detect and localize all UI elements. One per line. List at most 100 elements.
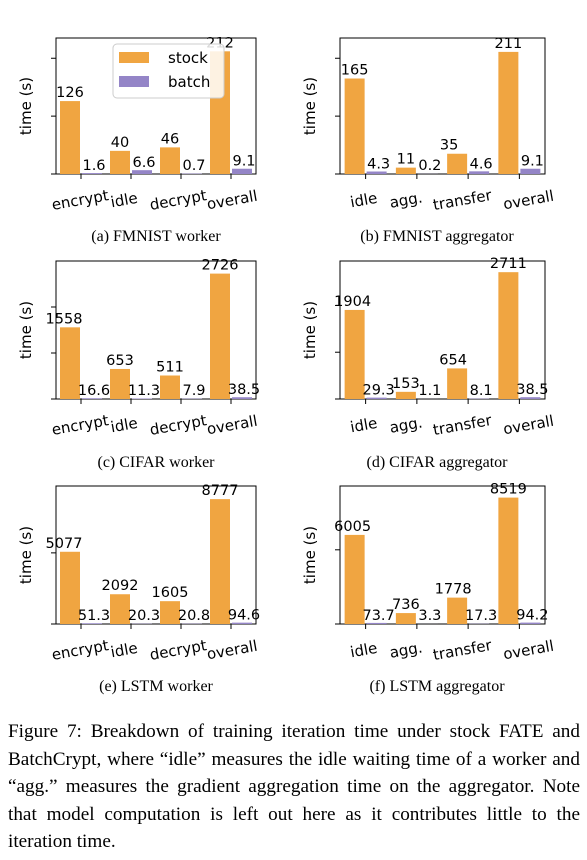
chart-panel-3: time (s) 1558 16.6 encrypt 653 11.3 idle 511 7.9… <box>17 258 260 471</box>
bar-stock-encrypt <box>60 551 80 624</box>
subcaption: (d) CIFAR aggregator <box>367 454 509 471</box>
y-axis-label: time (s) <box>17 77 35 135</box>
plot-frame <box>55 37 257 175</box>
bar-batch-idle <box>366 397 387 399</box>
value-label-stock: 8519 <box>490 482 527 498</box>
bar-stock-transfer <box>447 153 468 174</box>
bar-stock-transfer <box>447 368 468 399</box>
legend-swatch-batch <box>119 76 149 87</box>
value-label-stock: 511 <box>156 359 184 375</box>
category-label: idle <box>349 189 379 211</box>
y-axis-label: time (s) <box>301 301 319 359</box>
value-label-batch: 11.3 <box>128 383 160 399</box>
bar-stock-agg <box>395 613 416 624</box>
value-label-batch: 17.3 <box>465 608 497 624</box>
bar-batch-overall <box>232 622 252 624</box>
bar-stock-transfer <box>447 597 468 624</box>
category-label: overall <box>502 637 555 664</box>
legend: stock batch <box>112 43 225 99</box>
value-label-stock: 2726 <box>202 258 239 274</box>
bar-batch-idle <box>132 170 152 174</box>
bar-batch-encrypt <box>82 173 102 174</box>
bar-batch-encrypt <box>82 398 102 399</box>
bar-batch-idle <box>366 622 387 624</box>
bar-batch-overall <box>520 168 541 174</box>
category-label: decrypt <box>148 636 208 664</box>
bar-stock-agg <box>395 167 416 174</box>
bar-stock-encrypt <box>60 327 80 399</box>
category-label: decrypt <box>148 186 208 214</box>
bar-stock-overall <box>210 499 230 624</box>
bar-stock-idle <box>110 594 130 624</box>
category-label: transfer <box>432 636 494 664</box>
value-label-stock: 6005 <box>334 519 371 535</box>
value-label-batch: 1.1 <box>418 383 441 399</box>
value-label-stock: 1778 <box>435 582 472 598</box>
category-label: overall <box>205 187 258 214</box>
value-label-stock: 5077 <box>46 536 83 552</box>
category-label: decrypt <box>148 411 208 439</box>
value-label-batch: 6.6 <box>132 155 155 171</box>
value-label-stock: 736 <box>392 597 420 613</box>
value-label-batch: 20.8 <box>178 608 210 624</box>
value-label-stock: 126 <box>56 85 84 101</box>
bar-stock-encrypt <box>60 101 80 174</box>
subcaption: (f) LSTM aggregator <box>369 678 505 695</box>
bar-stock-overall <box>498 497 519 624</box>
value-label-batch: 3.3 <box>418 608 441 624</box>
y-axis-label: time (s) <box>301 526 319 584</box>
bar-batch-idle <box>132 398 152 399</box>
plot-frame <box>339 485 546 625</box>
category-label: idle <box>349 639 379 661</box>
category-label: overall <box>502 187 555 214</box>
bar-stock-decrypt <box>160 147 180 174</box>
category-label: overall <box>205 637 258 664</box>
bar-stock-overall <box>210 273 230 399</box>
value-label-batch: 94.6 <box>228 608 260 624</box>
value-label-batch: 0.7 <box>182 158 205 174</box>
value-label-batch: 7.9 <box>182 383 205 399</box>
value-label-stock: 211 <box>495 36 523 52</box>
value-label-stock: 654 <box>439 352 467 368</box>
chart-panel-2: time (s) 165 4.3 idle 11 0.2 agg. 35 4.6 transfer… <box>301 36 555 245</box>
chart-panel-5: time (s) 5077 51.3 encrypt 2092 20.3 idle 1605 2… <box>17 483 260 695</box>
y-axis-label: time (s) <box>17 301 35 359</box>
figure-caption: Figure 7: Breakdown of training iteratio… <box>8 721 580 852</box>
value-label-batch: 4.6 <box>470 156 493 172</box>
category-label: idle <box>109 189 139 211</box>
bar-batch-transfer <box>469 171 490 174</box>
bar-batch-overall <box>520 397 541 399</box>
category-label: agg. <box>388 188 424 211</box>
bar-batch-encrypt <box>82 623 102 624</box>
value-label-batch: 8.1 <box>470 383 493 399</box>
value-label-stock: 40 <box>111 135 129 151</box>
value-label-stock: 2711 <box>490 256 527 272</box>
value-label-batch: 0.2 <box>418 158 441 174</box>
bar-stock-decrypt <box>160 375 180 399</box>
plot-frame <box>55 260 257 400</box>
value-label-batch: 94.2 <box>516 608 548 624</box>
value-label-stock: 1904 <box>334 294 371 310</box>
y-axis-label: time (s) <box>17 526 35 584</box>
category-label: encrypt <box>50 186 110 214</box>
value-label-stock: 8777 <box>202 483 239 499</box>
legend-swatch-stock <box>119 52 149 63</box>
subcaption: (a) FMNIST worker <box>91 228 221 245</box>
category-label: idle <box>109 639 139 661</box>
subcaption: (c) CIFAR worker <box>97 454 215 471</box>
value-label-stock: 46 <box>161 131 179 147</box>
value-label-batch: 38.5 <box>516 382 548 398</box>
value-label-batch: 51.3 <box>78 608 110 624</box>
value-label-stock: 2092 <box>102 578 139 594</box>
bar-stock-idle <box>344 78 365 174</box>
category-label: idle <box>109 414 139 436</box>
legend-label-batch: batch <box>168 73 210 91</box>
value-label-stock: 653 <box>106 353 134 369</box>
value-label-stock: 1558 <box>46 311 83 327</box>
value-label-batch: 20.3 <box>128 608 160 624</box>
bar-batch-overall <box>232 168 252 174</box>
plot-frame <box>55 485 257 625</box>
subcaption: (e) LSTM worker <box>99 678 213 695</box>
value-label-batch: 1.6 <box>82 158 105 174</box>
